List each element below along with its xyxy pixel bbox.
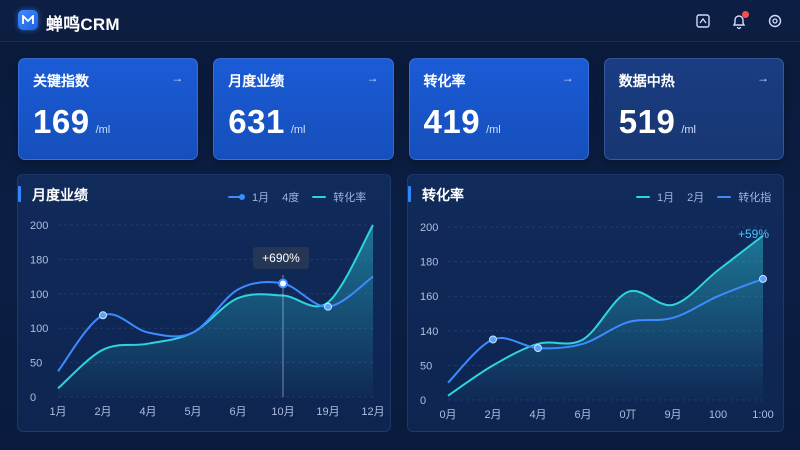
chart-legend: 1月 2月 转化指 [636, 189, 771, 205]
legend-label[interactable]: 转化率 [333, 192, 367, 204]
kpi-unit: /ml [290, 124, 306, 136]
series-area [58, 225, 373, 397]
chart-tooltip: +690% [253, 247, 309, 269]
y-tick-label: 100 [30, 323, 48, 335]
legend-swatch [228, 196, 242, 198]
x-tick-label: 5月 [184, 406, 201, 418]
panel-title: 转化率 [422, 187, 464, 203]
y-tick-label: 200 [30, 220, 48, 232]
kpi-unit: /ml [681, 124, 696, 136]
legend-label[interactable]: 转化指 [738, 192, 772, 204]
settings-icon[interactable] [766, 12, 784, 30]
chart-legend: 1月 4度 转化率 [228, 189, 366, 205]
y-tick-label: 0 [30, 392, 36, 404]
conversion-rate-chart: 200 180 160 140 50 0 0月 2月 4月 6月 0丌 9月 100 1:00 [420, 222, 774, 421]
kpi-label: 转化率 [423, 73, 466, 89]
series-line [447, 234, 764, 397]
data-point[interactable] [324, 302, 332, 311]
kpi-value: 419 [423, 103, 481, 140]
legend-swatch [636, 196, 650, 198]
x-tick-label: 100 [709, 409, 727, 421]
x-tick-label: 2月 [94, 406, 111, 418]
monthly-performance-panel: 月度业绩 1月 4度 转化率 200 180 100 100 50 0 1月 2月 4月 5月 6月… [17, 174, 391, 432]
panel-accent-bar [408, 186, 411, 202]
x-tick-label: 4月 [139, 406, 156, 418]
dashboard-icon[interactable] [694, 12, 712, 30]
x-tick-label: 6月 [574, 409, 591, 421]
y-tick-label: 50 [420, 360, 432, 372]
bell-icon[interactable] [730, 11, 749, 30]
legend-dot [239, 194, 245, 200]
kpi-row: 关键指数 → 169 /ml 月度业绩 → 631 /ml 转化率 → 419 … [18, 58, 784, 160]
legend-label[interactable]: 1月 [252, 192, 270, 204]
y-tick-label: 0 [420, 395, 426, 407]
arrow-right-icon[interactable]: → [561, 71, 574, 85]
kpi-unit: /ml [95, 124, 111, 136]
panel-title: 月度业绩 [32, 187, 88, 203]
x-tick-label: 19月 [316, 406, 339, 418]
arrow-right-icon[interactable]: → [366, 71, 379, 85]
kpi-unit: /ml [486, 124, 501, 136]
notification-badge [742, 11, 749, 18]
kpi-value: 631 [228, 103, 285, 140]
y-tick-label: 50 [30, 358, 42, 370]
kpi-card-monthly-performance[interactable]: 月度业绩 → 631 /ml [213, 58, 394, 160]
kpi-label: 数据中热 [618, 73, 675, 89]
panel-accent-bar [18, 186, 21, 202]
y-tick-label: 180 [30, 254, 48, 266]
y-tick-label: 200 [420, 222, 438, 234]
y-tick-label: 140 [420, 326, 438, 338]
x-tick-label: 10月 [271, 406, 294, 418]
hover-point[interactable] [278, 278, 288, 289]
x-tick-label: 0丌 [619, 409, 636, 421]
kpi-card-key-index[interactable]: 关键指数 → 169 /ml [18, 58, 199, 160]
x-tick-label: 1月 [49, 406, 66, 418]
top-bar: 蝉鸣CRM [0, 0, 800, 42]
legend-swatch [717, 196, 732, 198]
monthly-performance-chart: 200 180 100 100 50 0 1月 2月 4月 5月 6月 10月 19月 12月 [30, 220, 385, 418]
conversion-rate-panel: 转化率 1月 2月 转化指 200 180 160 140 50 0 0月 2月 4月 6月 0丌 9… [407, 174, 784, 432]
x-tick-label: 6月 [229, 406, 246, 418]
kpi-value: 169 [33, 103, 90, 140]
app-logo-icon [18, 10, 38, 30]
x-tick-label: 4月 [529, 409, 546, 421]
legend-label[interactable]: 1月 [657, 192, 675, 204]
kpi-label: 关键指数 [33, 73, 89, 89]
arrow-right-icon[interactable]: → [757, 71, 769, 85]
x-tick-label: 2月 [484, 409, 501, 421]
arrow-right-icon[interactable]: → [171, 71, 184, 85]
data-point[interactable] [534, 344, 542, 353]
x-tick-label: 1:00 [752, 409, 773, 421]
series-line [57, 224, 374, 390]
kpi-card-conversion-rate[interactable]: 转化率 → 419 /ml [408, 58, 589, 160]
chart-annotation: +59% [738, 227, 770, 241]
kpi-card-data-heat[interactable]: 数据中热 → 519 /ml [603, 58, 784, 160]
y-tick-label: 160 [420, 291, 438, 303]
legend-label[interactable]: 2月 [687, 192, 705, 204]
data-point[interactable] [489, 335, 497, 344]
app-title: 蝉鸣CRM [46, 15, 120, 34]
x-tick-label: 9月 [664, 409, 681, 421]
legend-swatch [312, 196, 327, 198]
series-area [448, 235, 763, 400]
data-point[interactable] [759, 274, 767, 283]
data-point[interactable] [99, 311, 107, 320]
kpi-label: 月度业绩 [228, 73, 285, 89]
y-tick-label: 100 [30, 289, 48, 301]
legend-label[interactable]: 4度 [282, 192, 300, 204]
y-tick-label: 180 [420, 257, 438, 269]
kpi-value: 519 [618, 103, 676, 140]
x-tick-label: 12月 [361, 406, 384, 418]
x-tick-label: 0月 [439, 409, 456, 421]
